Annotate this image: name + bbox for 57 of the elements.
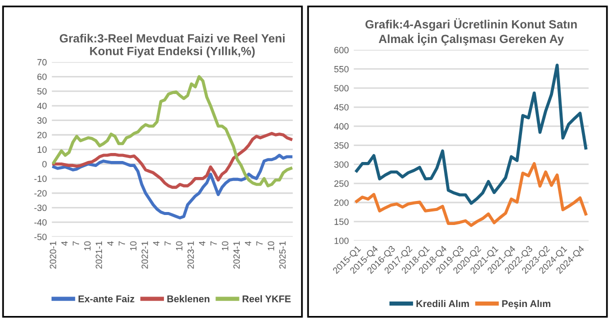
chart-title: Grafik:4-Asgari Ücretlinin Konut Satın Almak İçin Çalışması Gereken Ay [365,18,577,46]
line-series [355,64,588,205]
line-series [52,132,292,189]
line-series [52,154,292,220]
x-tick-label: 2020-1 [50,241,56,269]
y-tick-label: 30 [37,117,47,124]
y-tick-label: -30 [34,204,47,212]
y-tick-label: 100 [334,238,349,244]
y-tick-label: 150 [334,218,349,225]
x-tick-label: 2025-1 [279,241,286,269]
legend-label: Peşin Alım [502,300,550,310]
x-tick-label: 7 [72,241,80,246]
x-tick-label: 10 [222,241,228,250]
line-series [355,162,588,227]
x-tick-label: 2023-1 [187,241,194,269]
legend-label: Ex-ante Faiz [78,295,134,302]
chart-title: Grafik:3-Reel Mevduat Faizi ve Reel Yeni Konut Fiyat Endeksi (Yıllık,%) [60,34,285,58]
x-tick-label: 2021-1 [96,241,102,269]
y-tick-label: 60 [37,74,47,80]
y-tick-label: 400 [334,123,349,130]
x-tick-label: 2022-1 [142,241,148,269]
y-tick-label: 550 [334,66,349,72]
y-tick-label: 300 [334,161,349,168]
x-tick-label: 4 [61,241,68,246]
y-tick-label: 250 [334,180,349,187]
x-tick-label: 7 [164,241,171,246]
legend-label: Kredili Alım [416,300,469,308]
x-tick-label: 4 [153,241,160,246]
y-tick-label: -10 [34,176,47,182]
legend-label: Beklenen [167,295,210,302]
x-tick-label: 7 [118,241,125,246]
y-tick-label: 0 [42,160,47,168]
y-tick-label: 450 [334,104,349,110]
y-tick-label: 70 [37,59,47,66]
y-tick-label: 350 [334,142,349,149]
x-tick-label: 10 [130,241,136,250]
y-tick-label: 20 [37,132,47,138]
y-tick-label: 600 [334,46,349,54]
y-tick-label: -50 [34,234,47,240]
y-tick-label: 50 [37,88,47,95]
x-tick-label: 4 [199,241,206,246]
x-tick-label: 7 [210,241,217,246]
x-tick-label: 10 [84,241,91,250]
y-tick-label: 10 [38,146,47,153]
y-tick-label: 200 [334,199,349,206]
x-tick-label: 10 [176,241,182,250]
x-tick-label: 4 [107,241,114,246]
y-tick-label: 500 [334,85,349,92]
x-tick-label: 7 [256,241,263,246]
x-tick-label: 10 [268,241,274,250]
x-tick-label: 4 [244,241,252,246]
y-tick-label: 40 [37,102,47,110]
line-series [52,75,292,188]
legend-label: Reel YKFE [242,295,291,302]
y-tick-label: -40 [34,219,47,226]
y-tick-label: -20 [34,190,47,196]
x-tick-label: 2024-1 [233,241,240,269]
